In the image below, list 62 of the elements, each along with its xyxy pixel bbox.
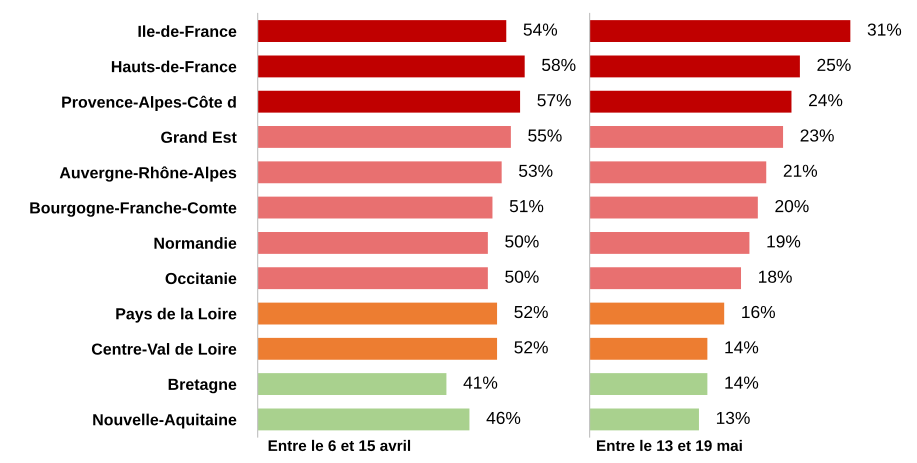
bar xyxy=(590,267,742,290)
data-label: 50% xyxy=(505,235,539,248)
bar xyxy=(258,338,498,360)
y-tick-label: Ile-de-France xyxy=(138,25,236,38)
y-tick-label: Grand Est xyxy=(161,131,237,143)
bar xyxy=(590,302,724,324)
bar xyxy=(258,161,502,184)
y-tick-label: Bretagne xyxy=(168,378,236,394)
data-label: 51% xyxy=(510,200,544,212)
y-tick-label: Centre-Val de Loire xyxy=(92,343,236,355)
data-label: 19% xyxy=(767,235,800,248)
data-label: 21% xyxy=(784,164,818,177)
bar xyxy=(258,232,488,254)
bar xyxy=(590,338,708,360)
y-tick-label: Pays de la Loire xyxy=(116,308,236,323)
bar xyxy=(258,20,506,42)
data-label: 14% xyxy=(725,376,758,389)
bar xyxy=(590,232,750,254)
x-axis-title: Entre le 13 et 19 mai xyxy=(596,440,742,452)
bar xyxy=(590,408,699,430)
y-tick-label: Hauts-de-France xyxy=(112,60,236,72)
bar xyxy=(258,373,446,396)
bar xyxy=(258,55,525,78)
data-label: 55% xyxy=(528,129,562,142)
data-label: 24% xyxy=(809,94,842,106)
bar xyxy=(258,126,511,148)
bar xyxy=(590,55,800,78)
y-tick-label: Normandie xyxy=(154,237,236,249)
data-label: 53% xyxy=(519,164,552,177)
y-tick-label: Nouvelle-Aquitaine xyxy=(93,414,236,429)
data-label: 52% xyxy=(514,341,548,354)
bar xyxy=(258,267,488,290)
bar xyxy=(590,196,758,219)
bar xyxy=(590,126,784,148)
bar xyxy=(258,408,470,430)
data-label: 50% xyxy=(505,270,539,283)
data-label: 13% xyxy=(716,412,750,424)
data-label: 20% xyxy=(775,200,809,212)
y-tick-label: Bourgogne-Franche-Comte xyxy=(30,202,236,217)
data-label: 52% xyxy=(514,306,548,318)
bar xyxy=(590,161,766,184)
y-tick-label: Occitanie xyxy=(166,272,236,284)
y-tick-label: Auvergne-Rhône-Alpes xyxy=(60,166,236,182)
bar xyxy=(258,196,492,219)
data-label: 25% xyxy=(817,58,851,72)
data-label: 41% xyxy=(463,376,498,389)
data-label: 16% xyxy=(742,306,775,318)
x-axis-title: Entre le 6 et 15 avril xyxy=(268,440,410,452)
data-label: 58% xyxy=(542,58,576,72)
data-label: 46% xyxy=(486,412,520,424)
bar xyxy=(258,302,498,324)
bar xyxy=(258,90,520,113)
bar xyxy=(590,373,708,396)
bar xyxy=(590,20,850,42)
data-label: 18% xyxy=(759,270,792,283)
data-label: 23% xyxy=(800,129,834,142)
bar xyxy=(590,90,792,113)
data-label: 57% xyxy=(537,94,571,106)
data-label: 54% xyxy=(524,24,558,36)
data-label: 14% xyxy=(725,341,758,354)
data-label: 31% xyxy=(868,23,902,36)
y-tick-label: Provence-Alpes-Côte d xyxy=(62,96,236,111)
